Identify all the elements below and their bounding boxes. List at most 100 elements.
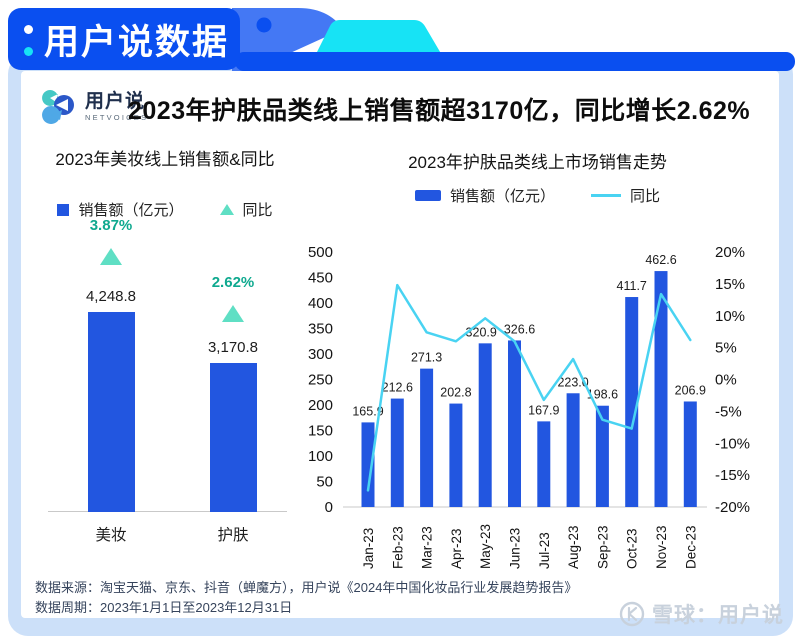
bar-value-label: 3,170.8 [207,339,259,356]
right-axis-tick: 5% [715,340,737,357]
header-bar [235,52,795,71]
sales-bar [478,343,492,507]
sales-bar [420,368,434,507]
sales-bar [625,297,639,507]
month-axis-label: Sep-23 [595,525,610,569]
cyan-ribbon [312,20,446,62]
left-chart-axis-line [48,511,287,512]
sales-legend-bar-swatch [414,190,441,201]
right-axis-tick: 20% [715,244,745,261]
month-axis-label: Jun-23 [508,528,523,569]
sales-bar [87,312,135,512]
bar-value-label: 223.0 [557,375,588,389]
watermark: 雪球：用户说 [619,599,784,629]
right-axis-tick: -15% [715,467,750,484]
month-axis-label: Oct-23 [625,528,640,569]
left-axis-tick: 450 [308,270,333,287]
brand-subtitle: NETVOICES [85,113,149,123]
yoy-legend-triangle-icon [219,204,234,215]
sales-bar [683,401,697,507]
netvoices-logo-icon [42,90,74,124]
brand-name: 用户说 [85,91,146,113]
sales-bar [361,422,375,507]
right-axis-tick: -5% [715,403,742,420]
sales-legend-swatch [57,203,70,216]
banner: 用户说数据 [8,8,240,70]
yoy-line [366,283,692,492]
banner-title: 用户说数据 [44,22,230,62]
left-axis-tick: 0 [325,499,333,516]
month-axis-label: Aug-23 [566,525,581,569]
left-chart-legend: 销售额（亿元） 同比 [30,199,300,220]
left-axis-tick: 250 [308,372,333,389]
sales-legend-label: 销售额（亿元） [449,188,555,205]
right-axis-tick: 0% [715,372,737,389]
bar-value-label: 320.9 [466,325,497,339]
right-chart-plot: 50045040035030025020015010050020%15%10%5… [308,244,750,569]
left-axis-tick: 50 [316,474,333,491]
yoy-triangle-marker [222,305,244,322]
sales-bar [595,405,609,507]
sales-bar [537,421,551,507]
yoy-value-label: 2.62% [211,274,255,291]
data-source-note: 数据来源：淘宝天猫、京东、抖音（蝉魔方），用户说《2024年中国化妆品行业发展趋… [35,580,578,595]
yoy-value-label: 3.87% [89,217,133,234]
yoy-triangle-marker [100,248,122,265]
yoy-legend-label: 同比 [630,188,661,205]
left-axis-tick: 400 [308,295,333,312]
bar-value-label: 271.3 [411,351,442,365]
yoy-legend-line-icon [591,194,621,197]
left-axis-tick: 150 [308,423,333,440]
footer-notes: 数据来源：淘宝天猫、京东、抖音（蝉魔方），用户说《2024年中国化妆品行业发展趋… [35,578,577,618]
bar-value-label: 462.6 [645,253,676,267]
yoy-legend-label: 同比 [242,202,273,219]
month-axis-label: Feb-23 [390,526,405,569]
bar-value-label: 198.6 [587,388,618,402]
bar-value-label: 212.6 [382,381,413,395]
left-axis-tick: 350 [308,321,333,338]
bar-value-label: 411.7 [617,279,647,293]
right-chart-title: 2023年护肤品类线上市场销售走势 [408,153,667,172]
chart-beauty-sales: 2023年美妆线上销售额&同比 销售额（亿元） 同比 4,248.8 3.87% 美… [30,145,300,585]
sales-bar [508,340,521,507]
brand-logo: 用户说 NETVOICES [36,86,148,128]
left-chart-plot: 4,248.8 3.87% 美妆 3,170.8 2.62% 护肤 [30,145,300,585]
right-axis-tick: -20% [715,499,750,516]
category-label: 护肤 [217,527,249,544]
month-axis-label: May-23 [478,524,493,569]
bar-value-label: 202.8 [440,386,471,400]
left-axis-tick: 100 [308,448,333,465]
left-axis-tick: 200 [308,397,333,414]
month-axis-label: Apr-23 [449,528,464,569]
sales-bar [566,393,580,507]
colon-dots-icon [24,24,33,56]
chart-skincare-trend: 2023年护肤品类线上市场销售走势 销售额（亿元） 同比 [300,148,775,218]
month-axis-label: Dec-23 [683,525,698,569]
right-axis-tick: 15% [715,276,745,293]
left-axis-tick: 500 [308,244,333,261]
sales-legend-label: 销售额（亿元） [78,202,184,219]
left-chart-title: 2023年美妆线上销售额&同比 [55,150,275,169]
right-chart-legend: 销售额（亿元） 同比 [300,185,775,206]
fish-eye-icon [256,17,272,33]
bar-value-label: 167.9 [528,403,559,417]
right-axis-tick: -10% [715,435,750,452]
bar-value-label: 4,248.8 [85,288,137,305]
sales-bar [390,398,404,507]
watermark-text: 雪球：用户说 [652,604,784,627]
page-title: 2023年护肤品类线上销售额超3170亿，同比增长2.62% [128,97,751,125]
data-period-note: 数据周期：2023年1月1日至2023年12月31日 [35,600,293,615]
sales-bar [654,271,668,507]
right-axis-tick: 10% [715,308,745,325]
bar-value-label: 206.9 [675,383,706,397]
bar-value-label: 326.6 [504,322,535,336]
snowball-icon [619,601,645,627]
month-axis-label: Jan-23 [361,528,376,569]
card-inner-panel [21,71,779,618]
sales-bar [209,363,257,512]
bar-value-label: 165.9 [352,404,383,418]
month-axis-label: Mar-23 [420,526,435,569]
sales-bar [449,403,463,507]
month-axis-label: Jul-23 [537,532,552,569]
